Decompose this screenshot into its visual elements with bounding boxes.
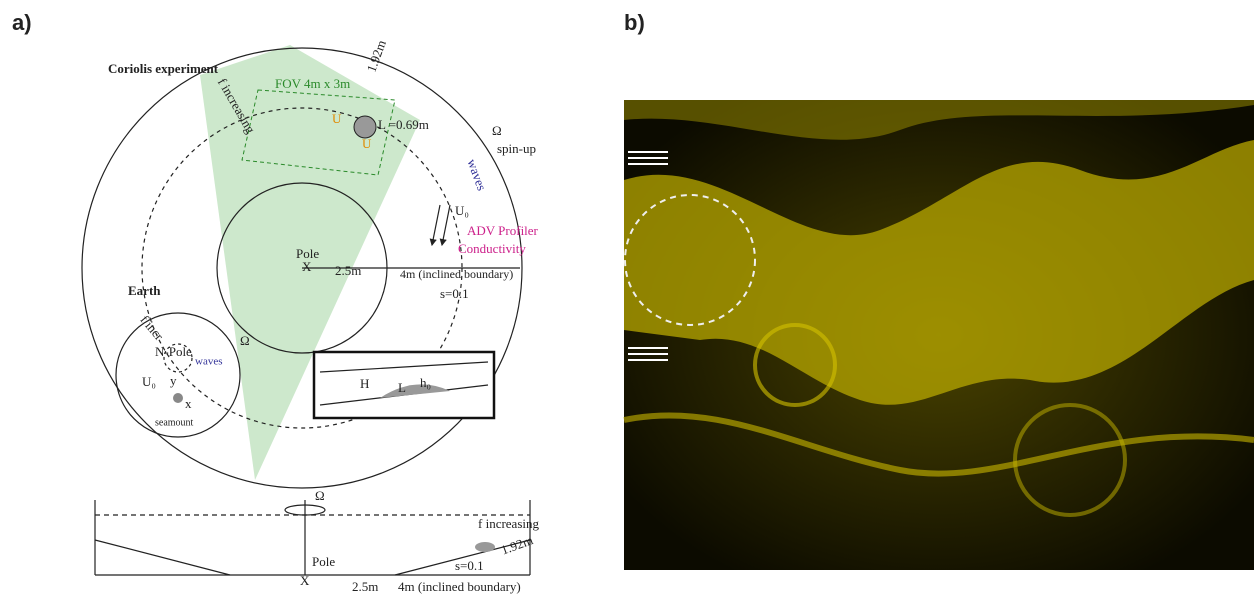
label: waves	[464, 157, 489, 193]
label: y	[170, 373, 177, 388]
label: U₀	[455, 203, 469, 218]
label: s=0.1	[455, 558, 484, 573]
label: x	[185, 396, 192, 411]
label: Pole	[312, 554, 335, 569]
label: X	[302, 259, 312, 274]
seamount	[475, 542, 495, 552]
top-view: Coriolis experiment f increasing FOV 4m …	[82, 38, 539, 488]
label: 4m (inclined boundary)	[400, 267, 513, 281]
flow-arrow	[442, 205, 450, 245]
label: U₀	[142, 374, 156, 389]
label: U	[362, 136, 372, 151]
label: 2.5m	[352, 579, 378, 594]
cross-section: Ω f increasing 1.92m s=0.1 Pole X 2.5m 4…	[95, 488, 540, 594]
label: U	[332, 111, 342, 126]
title: Coriolis experiment	[108, 61, 219, 76]
seamount	[173, 393, 183, 403]
label: waves	[195, 356, 223, 368]
label: Ω	[240, 333, 250, 348]
panel-label: b)	[624, 10, 645, 35]
label: Ω	[492, 123, 502, 138]
figure: a) b) Coriolis experiment f increasing F…	[0, 0, 1259, 597]
label: Ω	[315, 488, 325, 503]
label: spin-up	[497, 141, 536, 156]
label: H	[360, 376, 369, 391]
label: Conductivity	[458, 241, 526, 256]
inset: H L h₀	[314, 352, 494, 418]
label: N-Pole	[155, 344, 192, 359]
label: L =0.69m	[378, 117, 429, 132]
flow-image	[624, 100, 1254, 570]
label: h₀	[420, 375, 431, 390]
label: 2.5m	[335, 263, 361, 278]
label: 4m (inclined boundary)	[398, 579, 521, 594]
label: X	[300, 573, 310, 588]
label: FOV 4m x 3m	[275, 76, 350, 91]
slope	[95, 540, 230, 575]
label: 1.92m	[364, 38, 389, 74]
label: f incr	[137, 312, 167, 343]
panel-label: a)	[12, 10, 32, 35]
obstacle	[354, 116, 376, 138]
title: Earth	[128, 283, 161, 298]
flow-arrow	[432, 205, 440, 245]
label: seamount	[155, 417, 194, 428]
label: f increasing	[478, 516, 540, 531]
earth: Earth f incr N-Pole waves U₀ y x seamoun…	[116, 283, 240, 437]
label: L	[398, 380, 406, 395]
label: s=0.1	[440, 286, 469, 301]
label: ADV Profiler	[467, 223, 539, 238]
